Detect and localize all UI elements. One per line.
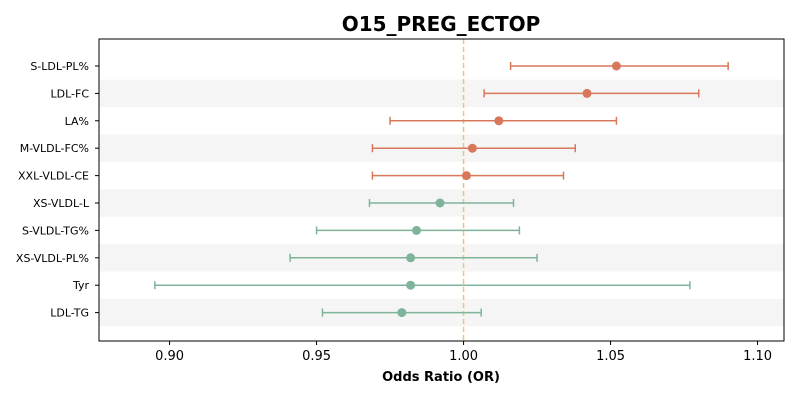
y-tick-label: LA% (65, 115, 89, 128)
x-ticks: 0.90 0.95 1.00 1.05 1.10 (155, 341, 772, 364)
plot-frame (98, 38, 785, 342)
y-tick-label: S-LDL-PL% (30, 60, 89, 73)
y-tick-label: S-VLDL-TG% (22, 224, 89, 237)
forest-row (321, 308, 482, 318)
or-point (435, 198, 445, 208)
x-tick-label: 1.00 (449, 349, 478, 364)
or-point (397, 308, 407, 318)
x-tick-label: 0.95 (302, 349, 331, 364)
y-tick-label: Tyr (72, 279, 90, 292)
or-point (467, 143, 477, 153)
forest-row (289, 253, 538, 263)
x-tick-label: 1.10 (743, 349, 772, 364)
chart-title: O15_PREG_ECTOP (342, 12, 541, 36)
forest-row (315, 225, 521, 235)
or-point (582, 88, 592, 98)
forest-row (371, 171, 565, 181)
x-tick-label: 1.05 (596, 349, 625, 364)
y-tick-label: M-VLDL-FC% (20, 142, 89, 155)
y-tick-label: XXL-VLDL-CE (18, 170, 89, 183)
or-point (494, 116, 504, 126)
forest-row (483, 88, 700, 98)
y-tick-label: XS-VLDL-PL% (16, 252, 89, 265)
forest-row (371, 143, 577, 153)
or-point (412, 225, 422, 235)
or-point (406, 253, 416, 263)
data-marks (154, 61, 729, 318)
forest-row (368, 198, 515, 208)
y-tick-label: LDL-FC (50, 87, 89, 100)
y-tick-labels: S-LDL-PL% LDL-FC LA% M-VLDL-FC% XXL-VLDL-CE X… (16, 60, 99, 320)
or-point (461, 171, 471, 181)
forest-row (509, 61, 729, 71)
forest-row (389, 116, 618, 126)
or-point (611, 61, 621, 71)
x-tick-label: 0.90 (155, 349, 184, 364)
y-tick-label: XS-VLDL-L (33, 197, 90, 210)
or-point (406, 280, 416, 290)
y-tick-label: LDL-TG (50, 307, 89, 320)
x-axis-label: Odds Ratio (OR) (382, 370, 500, 385)
forest-row (154, 280, 691, 290)
